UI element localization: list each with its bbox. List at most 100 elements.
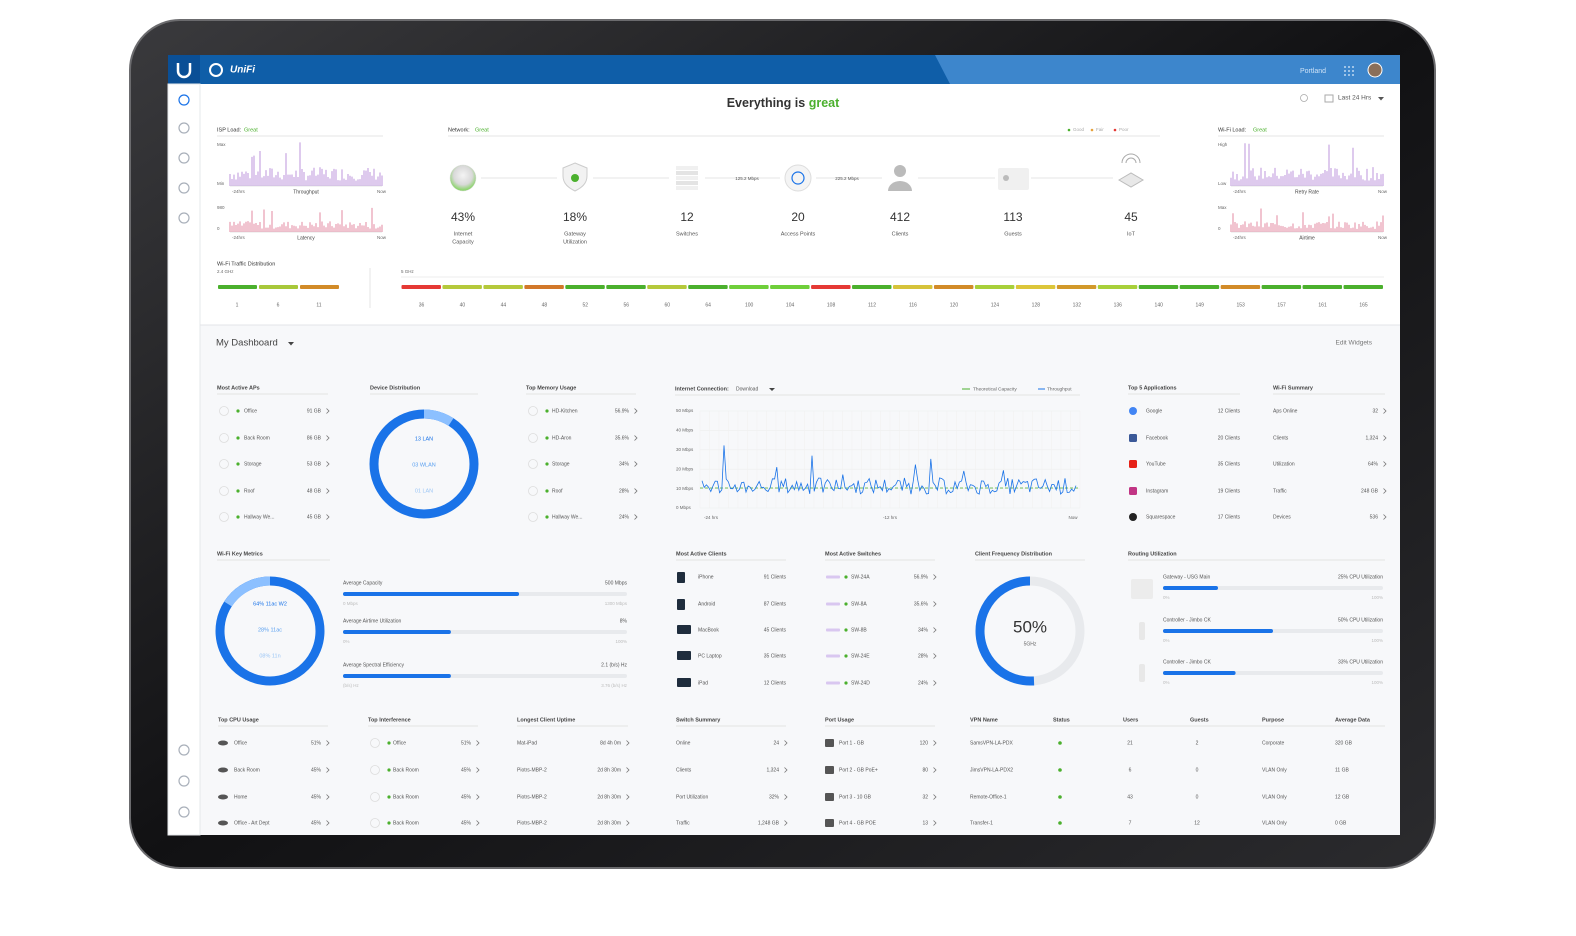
label[interactable]: SW-24A xyxy=(851,574,870,580)
label[interactable]: Back Room xyxy=(393,820,419,826)
label[interactable]: Port 3 - 10 GB xyxy=(839,794,872,800)
label: 30 Mbps xyxy=(676,447,694,452)
label: 225.2 Mbps xyxy=(835,176,859,181)
label[interactable]: Home xyxy=(234,794,248,800)
label[interactable]: Clients xyxy=(1273,435,1289,441)
label[interactable]: SW-24D xyxy=(851,680,870,686)
status-dot xyxy=(236,436,240,440)
label: 20 Clients xyxy=(1218,435,1241,441)
label[interactable]: SW-24E xyxy=(851,653,870,659)
chevron xyxy=(476,767,480,773)
label[interactable]: Piotrs-MBP-2 xyxy=(517,767,547,773)
label: 56 xyxy=(623,302,629,308)
label[interactable]: Traffic xyxy=(676,820,690,826)
label: 50% xyxy=(1013,617,1047,636)
chevron xyxy=(933,653,937,659)
label[interactable]: SW-8B xyxy=(851,627,867,633)
edit-widgets[interactable]: Edit Widgets xyxy=(1336,340,1373,347)
label[interactable]: Download xyxy=(736,386,758,392)
label[interactable]: iPhone xyxy=(698,574,714,580)
label[interactable]: Clients xyxy=(676,767,692,773)
label: 80 xyxy=(922,767,928,773)
label: 536 xyxy=(1370,514,1379,520)
chevron xyxy=(784,820,788,826)
widget-title: Top Interference xyxy=(368,717,411,723)
label[interactable]: Roof xyxy=(552,488,563,494)
label: VLAN Only xyxy=(1262,820,1287,826)
label: Throughput xyxy=(1047,386,1072,392)
device-icon xyxy=(219,486,229,496)
label[interactable]: Devices xyxy=(1273,514,1291,520)
label[interactable]: Google xyxy=(1146,408,1162,414)
apps-grid xyxy=(1352,70,1354,72)
site-name[interactable]: Portland xyxy=(1300,68,1326,75)
label[interactable]: Office xyxy=(234,740,247,746)
progress-fill xyxy=(343,630,451,634)
label[interactable]: Piotrs-MBP-2 xyxy=(517,820,547,826)
label[interactable]: Port 4 - GB POE xyxy=(839,820,877,826)
label[interactable]: HD-Aron xyxy=(552,435,572,441)
label[interactable]: Mat-iPad xyxy=(517,740,537,746)
range-select[interactable]: Last 24 Hrs xyxy=(1338,95,1372,102)
label[interactable]: YouTube xyxy=(1146,461,1166,467)
label[interactable]: MacBook xyxy=(698,627,719,633)
label[interactable]: Piotrs-MBP-2 xyxy=(517,794,547,800)
label[interactable]: Back Room xyxy=(234,767,260,773)
label[interactable]: HD-Kitchen xyxy=(552,408,578,414)
label[interactable]: Facebook xyxy=(1146,435,1168,441)
label[interactable]: Hallway We... xyxy=(244,514,274,520)
label[interactable]: Back Room xyxy=(244,435,270,441)
label: Now xyxy=(377,189,387,194)
label[interactable]: Office xyxy=(244,408,257,414)
ap-icon xyxy=(784,164,812,192)
label[interactable]: Back Room xyxy=(393,767,419,773)
label[interactable]: Hallway We... xyxy=(552,514,582,520)
label: 5 GHz xyxy=(401,269,415,274)
label[interactable]: Roof xyxy=(244,488,255,494)
channel-bar xyxy=(811,285,851,289)
label: 28% xyxy=(918,653,929,659)
label: Capacity xyxy=(452,239,474,245)
chevron xyxy=(933,601,937,607)
device-icon xyxy=(370,738,380,748)
label: 45% xyxy=(311,820,322,826)
label: 45% xyxy=(461,820,472,826)
label[interactable]: Office - Art Dept xyxy=(234,820,270,826)
label[interactable]: Traffic xyxy=(1273,488,1287,494)
channel-bar xyxy=(218,285,257,289)
device-icon xyxy=(219,406,229,416)
label[interactable]: Online xyxy=(676,740,691,746)
dashboard-title[interactable]: My Dashboard xyxy=(216,338,278,349)
widget-title: Most Active Clients xyxy=(676,551,727,557)
label[interactable]: Utilization xyxy=(1273,461,1295,467)
label[interactable]: Instagram xyxy=(1146,488,1168,494)
label[interactable]: Port 2 - GB PoE+ xyxy=(839,767,878,773)
channel-bar xyxy=(647,285,687,289)
label: 24 xyxy=(773,740,779,746)
label: Good xyxy=(1073,127,1085,132)
column-header: Guests xyxy=(1190,717,1209,723)
label[interactable]: Port Utilization xyxy=(676,794,708,800)
chevron xyxy=(476,740,480,746)
label[interactable]: iPad xyxy=(698,680,708,686)
label[interactable]: Office xyxy=(393,740,406,746)
client-icon xyxy=(677,599,685,610)
label: 0% xyxy=(1163,680,1170,685)
label: Controller - Jimbo CK xyxy=(1163,659,1211,665)
label: VLAN Only xyxy=(1262,794,1287,800)
label[interactable]: Android xyxy=(698,601,715,607)
device-icon xyxy=(528,433,538,443)
label[interactable]: SW-8A xyxy=(851,601,867,607)
label[interactable]: Storage xyxy=(552,461,570,467)
label[interactable]: Back Room xyxy=(393,794,419,800)
label[interactable]: Storage xyxy=(244,461,262,467)
label[interactable]: Port 1 - GB xyxy=(839,740,865,746)
label[interactable]: Squarespace xyxy=(1146,514,1176,520)
status-dot xyxy=(387,795,391,799)
label: 120 xyxy=(920,740,929,746)
switch-icon xyxy=(826,575,840,579)
widget-title: Wi-Fi Key Metrics xyxy=(217,551,263,557)
label[interactable]: PC Laptop xyxy=(698,653,722,659)
label[interactable]: Aps Online xyxy=(1273,408,1298,414)
label: Theoretical Capacity xyxy=(973,386,1017,392)
